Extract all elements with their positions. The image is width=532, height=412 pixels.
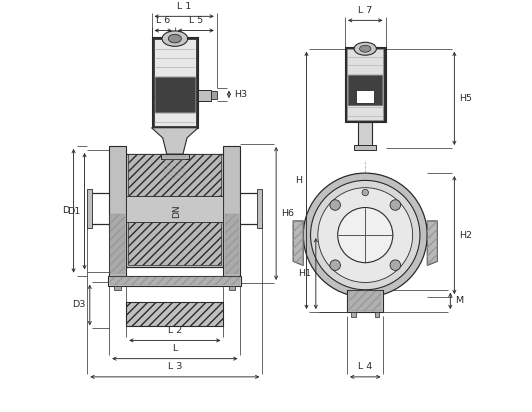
Bar <box>114 286 121 290</box>
Bar <box>109 276 242 286</box>
Bar <box>229 286 235 290</box>
Bar <box>347 290 384 312</box>
Text: L 3: L 3 <box>168 362 182 371</box>
Circle shape <box>303 173 427 297</box>
Bar <box>345 47 386 122</box>
Bar <box>225 213 239 274</box>
Text: L: L <box>172 344 178 353</box>
Bar <box>154 39 196 126</box>
Text: H5: H5 <box>459 94 472 103</box>
Polygon shape <box>427 221 437 265</box>
Ellipse shape <box>168 34 181 43</box>
Circle shape <box>362 189 369 196</box>
Circle shape <box>390 200 401 210</box>
Text: H2: H2 <box>459 231 472 240</box>
Text: D3: D3 <box>72 300 86 309</box>
Bar <box>162 154 188 180</box>
Polygon shape <box>152 128 198 154</box>
Bar <box>126 154 223 267</box>
Bar <box>223 146 240 276</box>
Text: H6: H6 <box>281 209 294 218</box>
Bar <box>349 291 381 311</box>
Text: H1: H1 <box>298 269 311 278</box>
Ellipse shape <box>354 42 376 55</box>
Bar <box>348 75 383 105</box>
Text: M: M <box>455 296 463 305</box>
Text: L 1: L 1 <box>177 2 192 11</box>
Text: L 6: L 6 <box>156 16 170 25</box>
Bar <box>152 37 198 128</box>
Bar <box>354 145 376 150</box>
Text: DN: DN <box>172 204 181 218</box>
Bar <box>109 146 126 276</box>
Bar <box>126 302 223 326</box>
Bar <box>211 91 217 99</box>
Ellipse shape <box>162 31 188 46</box>
Circle shape <box>311 180 420 290</box>
Bar <box>128 154 221 196</box>
Bar <box>87 189 92 228</box>
Text: L 4: L 4 <box>358 362 372 371</box>
Bar <box>155 77 195 112</box>
Bar <box>347 49 384 119</box>
Bar <box>198 90 211 101</box>
Polygon shape <box>293 221 303 265</box>
Circle shape <box>330 200 340 210</box>
Circle shape <box>318 188 413 283</box>
Bar <box>111 213 125 274</box>
Circle shape <box>390 260 401 270</box>
Bar <box>110 277 240 285</box>
Text: D: D <box>62 206 70 215</box>
Text: H: H <box>295 176 302 185</box>
Bar <box>356 91 374 103</box>
Circle shape <box>330 260 340 270</box>
Bar <box>375 312 379 317</box>
Text: H3: H3 <box>234 90 247 99</box>
Polygon shape <box>311 235 420 290</box>
Ellipse shape <box>360 45 371 52</box>
Bar <box>128 222 221 265</box>
Text: L 7: L 7 <box>358 6 372 15</box>
Bar <box>257 189 262 228</box>
Bar <box>351 312 356 317</box>
Bar <box>126 196 223 222</box>
Text: L 2: L 2 <box>168 326 182 335</box>
Text: L 5: L 5 <box>189 16 203 25</box>
Bar <box>161 154 189 159</box>
Circle shape <box>338 208 393 262</box>
Bar <box>358 122 372 146</box>
Text: D1: D1 <box>67 207 80 216</box>
